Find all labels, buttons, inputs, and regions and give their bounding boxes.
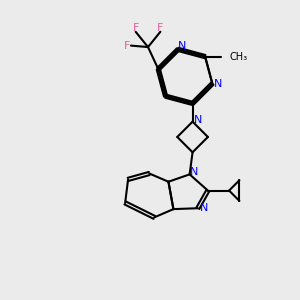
Text: N: N	[190, 167, 199, 177]
Text: N: N	[200, 203, 208, 213]
Text: F: F	[133, 23, 139, 33]
Text: F: F	[124, 40, 130, 51]
Text: CH₃: CH₃	[230, 52, 248, 61]
Text: N: N	[214, 79, 222, 88]
Text: F: F	[157, 23, 164, 33]
Text: N: N	[194, 115, 202, 125]
Text: N: N	[177, 41, 186, 51]
